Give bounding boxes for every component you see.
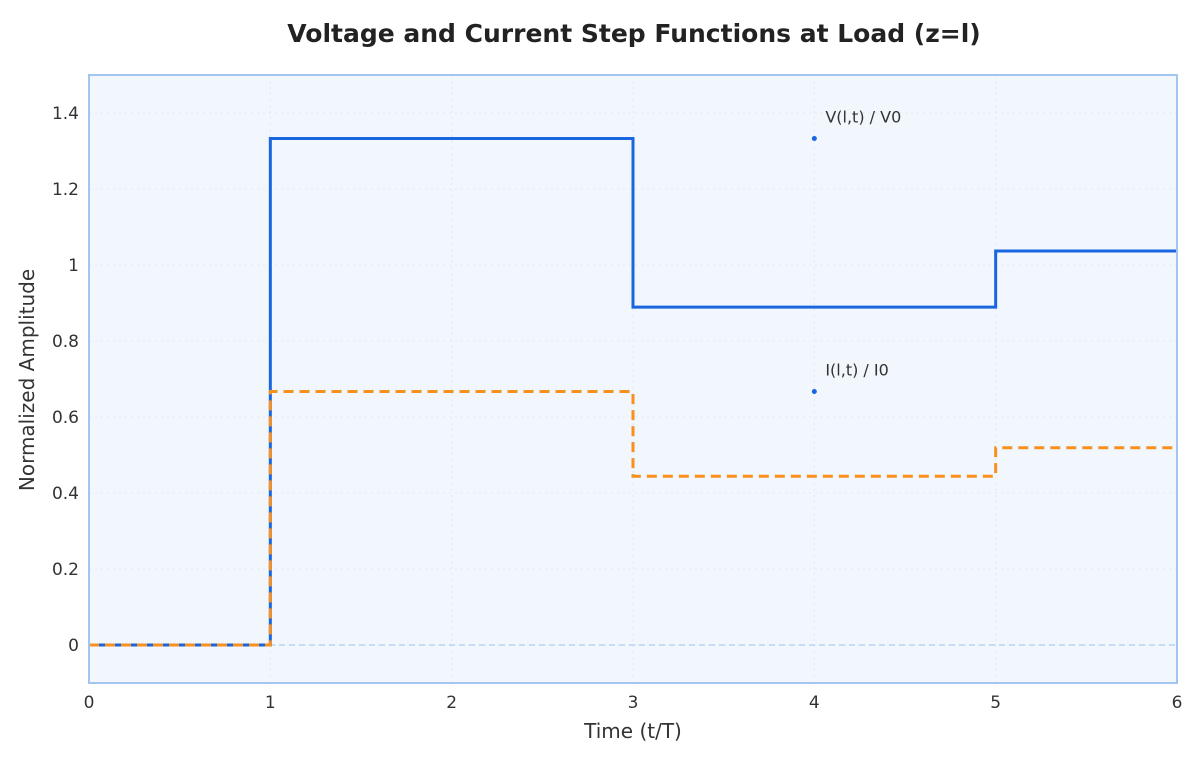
annotation-label: V(l,t) / V0 bbox=[825, 107, 901, 126]
y-axis-label: Normalized Amplitude bbox=[15, 269, 39, 491]
annotation-marker bbox=[811, 389, 817, 395]
current-series-line bbox=[89, 390, 1177, 647]
y-tick-label: 0.8 bbox=[52, 332, 79, 352]
plot-border bbox=[88, 74, 1178, 684]
y-tick-label: 1.4 bbox=[52, 104, 79, 124]
x-tick-label: 3 bbox=[628, 693, 639, 713]
y-tick-label: 0.2 bbox=[52, 560, 79, 580]
annotation-label: I(l,t) / I0 bbox=[825, 361, 888, 380]
annotation-marker bbox=[811, 135, 817, 141]
y-tick-label: 0.4 bbox=[52, 484, 79, 504]
y-tick-label: 0 bbox=[68, 636, 79, 656]
y-tick-label: 0.6 bbox=[52, 408, 79, 428]
chart-title: Voltage and Current Step Functions at Lo… bbox=[287, 19, 980, 48]
y-tick-label: 1 bbox=[68, 256, 79, 276]
x-tick-label: 5 bbox=[990, 693, 1001, 713]
x-tick-label: 6 bbox=[1172, 693, 1183, 713]
x-tick-label: 2 bbox=[446, 693, 457, 713]
x-tick-label: 1 bbox=[265, 693, 276, 713]
x-axis-label: Time (t/T) bbox=[583, 719, 682, 743]
x-tick-label: 4 bbox=[809, 693, 820, 713]
plot-area: V(l,t) / V0 I(l,t) / I0 0 1 2 3 4 5 6 0 0.2 0.4 0.6 0… bbox=[52, 74, 1183, 713]
y-tick-label: 1.2 bbox=[52, 180, 79, 200]
x-tick-label: 0 bbox=[84, 693, 95, 713]
